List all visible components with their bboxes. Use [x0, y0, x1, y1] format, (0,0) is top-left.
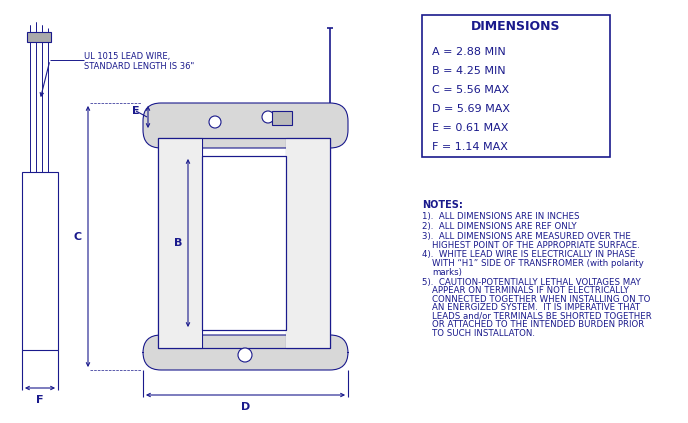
Bar [22, 172, 58, 350]
Text: 1).  ALL DIMENSIONS ARE IN INCHES: 1). ALL DIMENSIONS ARE IN INCHES [422, 212, 579, 221]
Text: A = 2.88 MIN: A = 2.88 MIN [432, 47, 506, 57]
Text: C: C [74, 231, 82, 242]
Text: CONNECTED TOGETHER WHEN INSTALLING ON TO: CONNECTED TOGETHER WHEN INSTALLING ON TO [432, 294, 650, 303]
Text: marks): marks) [432, 267, 462, 277]
FancyBboxPatch shape [143, 103, 348, 148]
Circle shape [238, 348, 252, 362]
FancyBboxPatch shape [143, 335, 348, 370]
Bar [27, 32, 51, 42]
Circle shape [262, 111, 274, 123]
Text: D = 5.69 MAX: D = 5.69 MAX [432, 104, 510, 113]
Text: DIMENSIONS: DIMENSIONS [471, 19, 561, 33]
Text: WITH “H1” SIDE OF TRANSFROMER (with polarity: WITH “H1” SIDE OF TRANSFROMER (with pola… [432, 259, 644, 268]
Text: B: B [173, 238, 182, 248]
Circle shape [209, 116, 221, 128]
Text: A: A [239, 255, 248, 265]
Text: C = 5.56 MAX: C = 5.56 MAX [432, 85, 509, 94]
Text: 2).  ALL DIMENSIONS ARE REF ONLY: 2). ALL DIMENSIONS ARE REF ONLY [422, 222, 577, 231]
Text: HIGHEST POINT OF THE APPROPRIATE SURFACE.: HIGHEST POINT OF THE APPROPRIATE SURFACE… [432, 241, 640, 250]
Bar [286, 138, 330, 348]
Text: E: E [132, 106, 140, 116]
Bar [286, 138, 330, 348]
Text: OR ATTACHED TO THE INTENDED BURDEN PRIOR: OR ATTACHED TO THE INTENDED BURDEN PRIOR [432, 320, 644, 329]
Bar [158, 138, 202, 348]
Text: F: F [36, 395, 44, 405]
Text: APPEAR ON TERMINALS IF NOT ELECTRICALLY: APPEAR ON TERMINALS IF NOT ELECTRICALLY [432, 286, 629, 295]
Text: AN ENERGIZED SYSTEM.  IT IS IMPERATIVE THAT: AN ENERGIZED SYSTEM. IT IS IMPERATIVE TH… [432, 303, 640, 312]
Bar [158, 138, 330, 348]
Bar [422, 15, 610, 157]
Text: F = 1.14 MAX: F = 1.14 MAX [432, 142, 508, 151]
Bar [202, 156, 286, 330]
Text: TO SUCH INSTALLATON.: TO SUCH INSTALLATON. [432, 329, 535, 338]
Text: 5).  CAUTION-POTENTIALLY LETHAL VOLTAGES MAY: 5). CAUTION-POTENTIALLY LETHAL VOLTAGES … [422, 277, 641, 286]
Text: NOTES:: NOTES: [422, 200, 463, 210]
Text: UL 1015 LEAD WIRE,
STANDARD LENGTH IS 36": UL 1015 LEAD WIRE, STANDARD LENGTH IS 36… [84, 52, 194, 71]
Text: D: D [241, 402, 250, 412]
Bar [158, 138, 330, 348]
Bar [202, 156, 286, 330]
Text: 3).  ALL DIMENSIONS ARE MEASURED OVER THE: 3). ALL DIMENSIONS ARE MEASURED OVER THE [422, 232, 631, 241]
Bar [158, 138, 202, 348]
Text: 4).  WHITE LEAD WIRE IS ELECTRICALLY IN PHASE: 4). WHITE LEAD WIRE IS ELECTRICALLY IN P… [422, 250, 636, 259]
Bar [272, 111, 292, 125]
Text: B = 4.25 MIN: B = 4.25 MIN [432, 66, 506, 75]
Text: LEADS and/or TERMINALS BE SHORTED TOGETHER: LEADS and/or TERMINALS BE SHORTED TOGETH… [432, 311, 652, 321]
Text: E = 0.61 MAX: E = 0.61 MAX [432, 123, 508, 132]
